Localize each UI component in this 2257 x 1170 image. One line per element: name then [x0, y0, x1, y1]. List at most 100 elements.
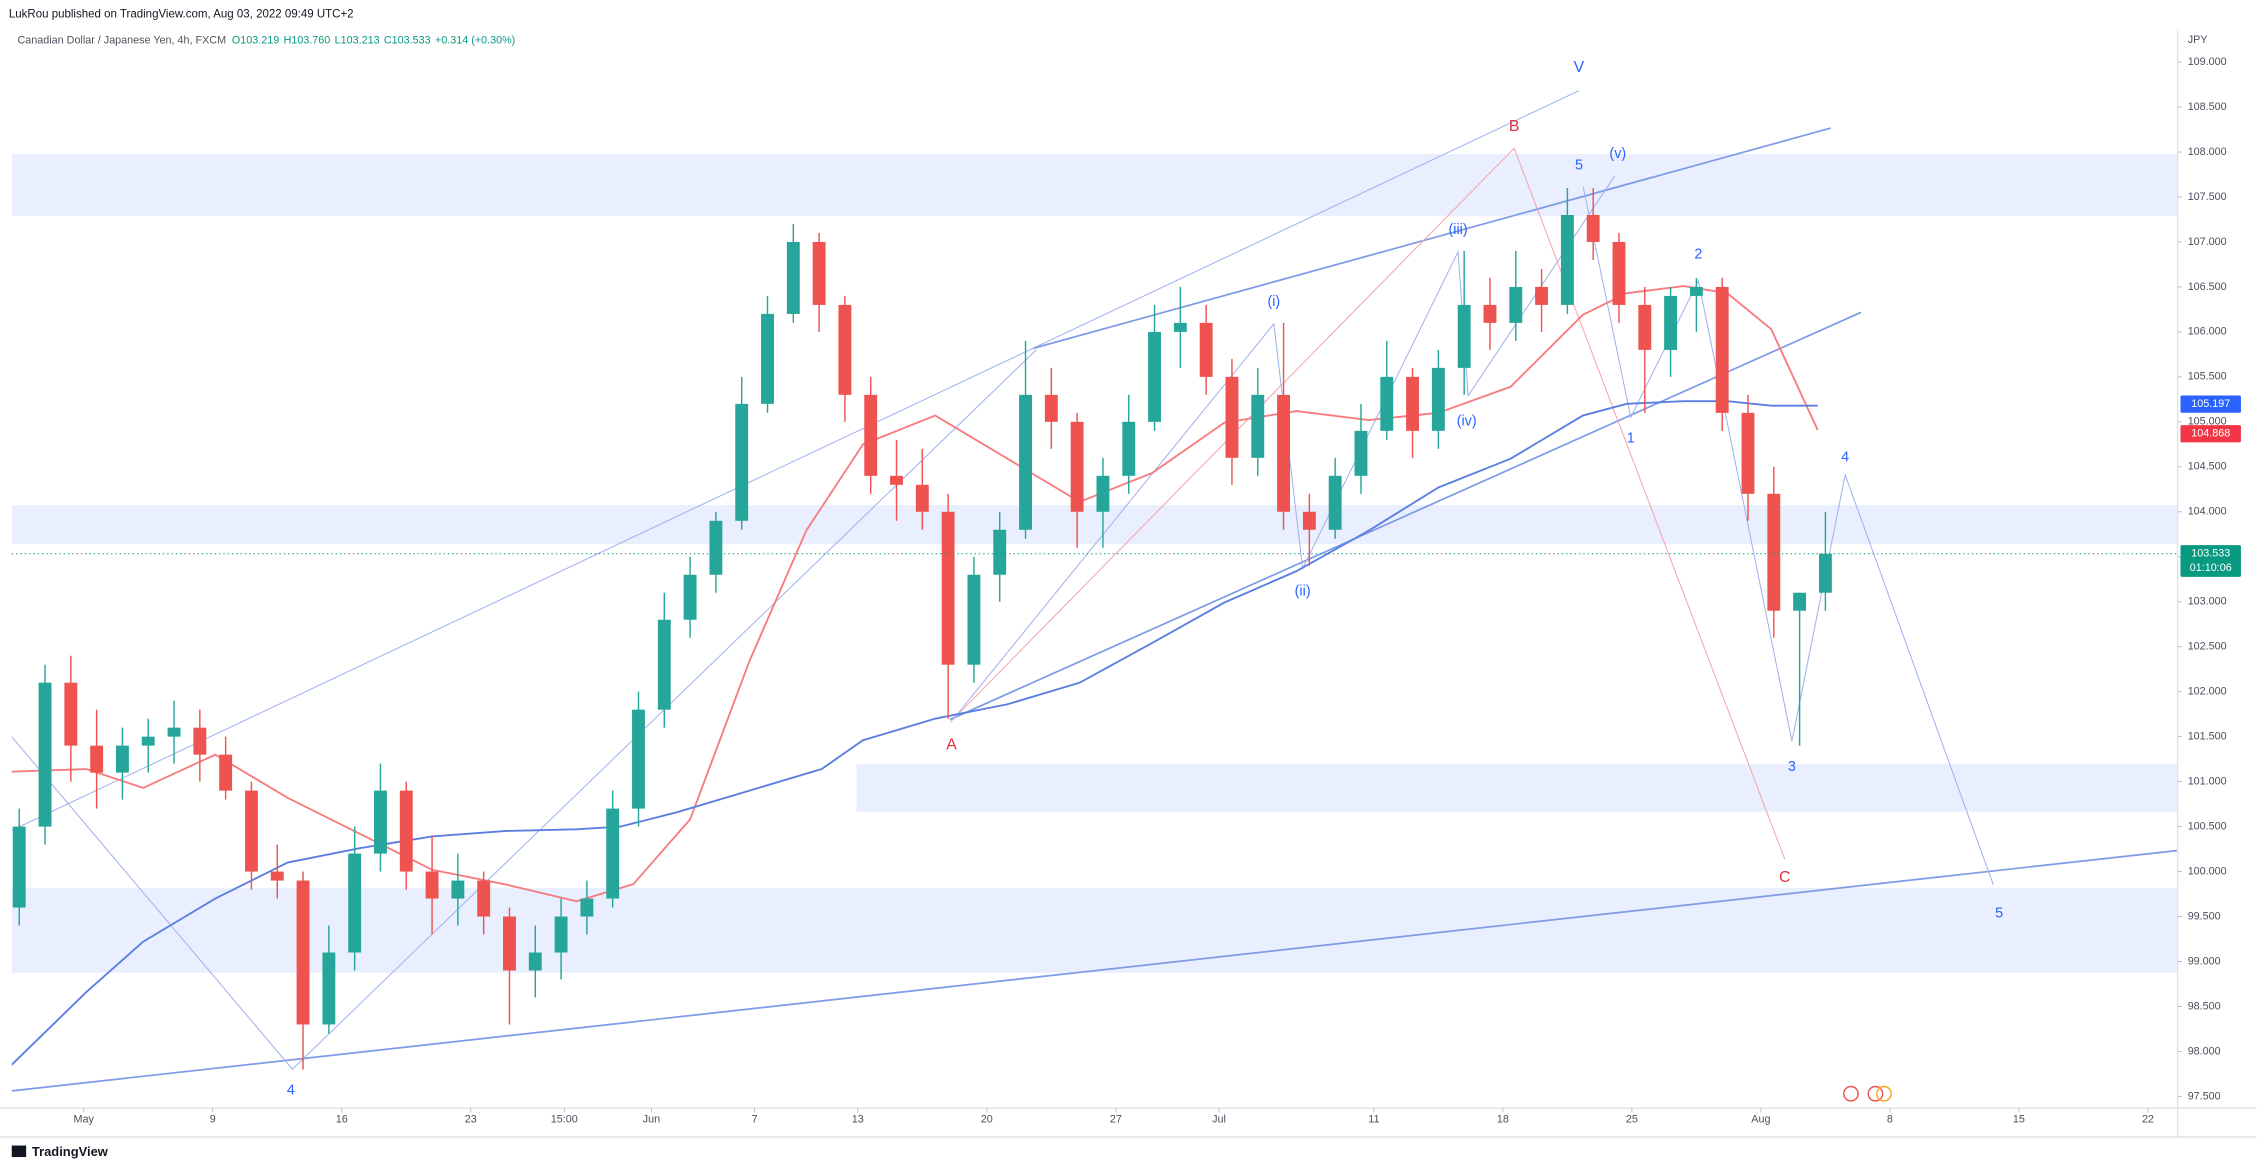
wave-label: B — [1509, 118, 1520, 135]
candle-body — [1277, 394, 1291, 512]
candle-body — [838, 304, 852, 395]
y-tick-label: 108.500 — [2188, 101, 2227, 113]
x-tick-label: 7 — [752, 1113, 758, 1125]
trend-line — [11, 90, 1580, 831]
y-tick-label: 101.000 — [2188, 775, 2227, 787]
candle-body — [786, 241, 800, 314]
x-tick-label: Aug — [1751, 1113, 1770, 1125]
x-tick-label: 25 — [1626, 1113, 1638, 1125]
wave-label: A — [946, 737, 957, 754]
candle-body — [1767, 493, 1781, 611]
candle-body — [1638, 304, 1652, 350]
symbol-name: Canadian Dollar / Japanese Yen, 4h, FXCM — [18, 34, 227, 46]
candle-body — [425, 871, 439, 899]
logo-mark — [11, 1145, 27, 1158]
price-tag — [2180, 545, 2241, 577]
x-tick-label: 23 — [465, 1113, 477, 1125]
candle-body — [683, 574, 697, 620]
candle-body — [993, 529, 1007, 575]
candle-body — [245, 790, 258, 872]
candle-body — [1741, 412, 1755, 494]
y-tick-label: 103.000 — [2188, 596, 2227, 608]
wave-label: 3 — [1788, 759, 1796, 775]
candle-body — [1715, 286, 1729, 413]
candle-body — [64, 682, 78, 746]
candle-body — [1199, 322, 1213, 377]
symbol: Canadian Dollar / Japanese Yen, 4h, FXCM… — [18, 34, 516, 46]
candle-body — [528, 952, 542, 971]
y-tick-label: 109.000 — [2188, 56, 2227, 68]
wave-label: C — [1779, 869, 1790, 886]
wave-label: 5 — [1995, 906, 2003, 922]
candle-body — [1070, 421, 1084, 512]
drawings — [11, 90, 2178, 1092]
y-tick-label: 108.000 — [2188, 146, 2227, 158]
y-tick-label: 107.000 — [2188, 236, 2227, 248]
candle-body — [1173, 322, 1187, 332]
candle-body — [1019, 394, 1032, 530]
y-tick-label: 99.000 — [2188, 955, 2221, 967]
moving-average — [11, 400, 1818, 1066]
candle-body — [890, 475, 903, 485]
ohlc: O103.219 — [232, 34, 279, 46]
published-line: LukRou published on TradingView.com, Aug… — [9, 8, 354, 20]
price-tag-label: 105.197 — [2191, 398, 2230, 410]
x-tick-label: 11 — [1368, 1113, 1379, 1125]
change: +0.314 (+0.30%) — [435, 34, 515, 46]
wave-label: V — [1574, 59, 1585, 76]
candle-body — [1560, 214, 1574, 305]
wave-path — [11, 349, 1037, 1070]
candle-body — [219, 754, 233, 791]
candle-body — [1302, 511, 1316, 530]
y-tick-label: 106.500 — [2188, 281, 2227, 293]
candle-body — [812, 241, 826, 305]
x-tick-label: 15 — [2013, 1113, 2025, 1125]
wave-label: 2 — [1694, 247, 1702, 263]
x-tick-label: Jul — [1212, 1113, 1226, 1125]
candle-body — [115, 745, 129, 773]
x-tick-label: 8 — [1887, 1113, 1893, 1125]
candle-body — [193, 727, 207, 755]
candle-body — [477, 880, 491, 917]
candle-body — [348, 853, 362, 953]
candle-body — [1148, 331, 1161, 422]
y-tick-label: 98.500 — [2188, 1000, 2221, 1012]
candle-body — [1689, 286, 1703, 296]
candle-body — [374, 790, 387, 854]
y-tick-label: 105.500 — [2188, 371, 2227, 383]
candle-body — [1406, 376, 1420, 431]
candle-body — [554, 916, 568, 953]
candle-body — [12, 826, 26, 908]
icons — [1843, 1085, 1892, 1102]
price-tag-label: 103.533 — [2191, 548, 2230, 560]
candle-body — [1431, 367, 1445, 431]
candle-body — [1793, 592, 1807, 611]
x-tick-label: 22 — [2142, 1113, 2154, 1125]
y-tick-label: 104.500 — [2188, 461, 2227, 473]
y-tick-label: 100.500 — [2188, 820, 2227, 832]
countdown-label: 01:10:06 — [2190, 562, 2232, 574]
zone — [11, 505, 2178, 544]
candle-body — [709, 520, 723, 575]
trend-line — [11, 849, 2178, 1092]
candle-body — [296, 880, 310, 1025]
y-tick-label: 107.500 — [2188, 191, 2227, 203]
x-tick-label: 18 — [1497, 1113, 1509, 1125]
y-tick-label: 101.500 — [2188, 730, 2227, 742]
candle-body — [399, 790, 413, 872]
candle-body — [1586, 214, 1600, 242]
ohlc: L103.213 — [335, 34, 380, 46]
candle-body — [941, 511, 955, 665]
x-tick-label: 9 — [210, 1113, 216, 1125]
candle-body — [761, 313, 774, 404]
candle-body — [1483, 304, 1497, 323]
candle-body — [141, 736, 155, 746]
zone — [11, 153, 2178, 216]
candle-body — [1612, 241, 1626, 305]
zone — [11, 887, 2178, 973]
candle-body — [1380, 376, 1394, 431]
candle-body — [864, 394, 878, 476]
